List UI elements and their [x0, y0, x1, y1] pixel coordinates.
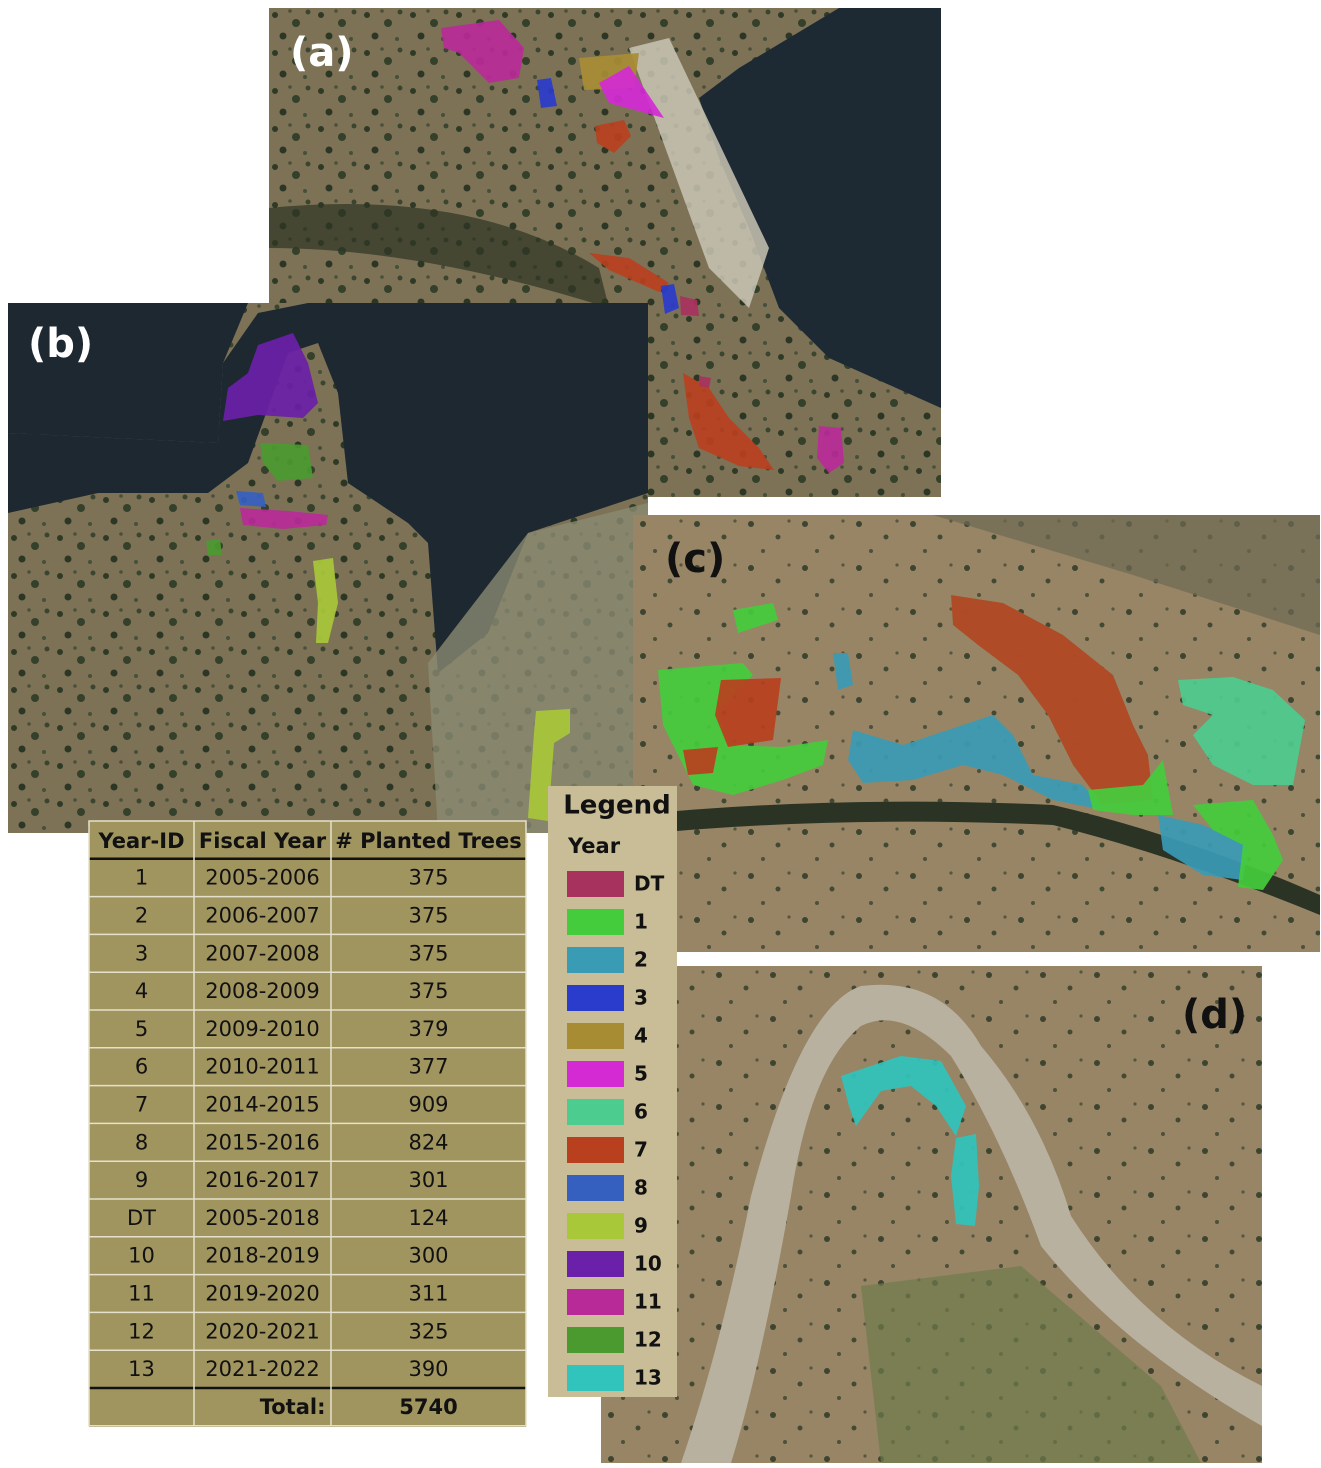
table-cell: 301 — [408, 1168, 448, 1192]
panel-label: (b) — [28, 321, 93, 367]
table-cell: 2006-2007 — [205, 904, 319, 928]
legend-swatch — [567, 871, 624, 897]
legend-swatch — [567, 1099, 624, 1125]
table-cell: 11 — [128, 1282, 155, 1306]
legend-label: 10 — [634, 1252, 662, 1276]
legend-label: 13 — [634, 1366, 662, 1390]
table-cell: 300 — [408, 1244, 448, 1268]
planting-area — [236, 491, 266, 507]
table-cell: 4 — [135, 979, 148, 1003]
legend-swatch — [567, 1251, 624, 1277]
legend-label: 1 — [634, 910, 648, 934]
legend-swatch — [567, 1023, 624, 1049]
planting-area — [699, 376, 711, 388]
table-cell: 2020-2021 — [205, 1319, 319, 1343]
legend-subtitle: Year — [567, 834, 621, 858]
legend-swatch — [567, 1061, 624, 1087]
legend-title: Legend — [563, 791, 671, 821]
table-cell: 10 — [128, 1244, 155, 1268]
legend-label: DT — [634, 872, 665, 896]
legend-label: 6 — [634, 1100, 648, 1124]
table-cell: 2005-2006 — [205, 866, 319, 890]
table-cell: 124 — [408, 1206, 448, 1230]
table-cell: 375 — [408, 866, 448, 890]
table-header: Fiscal Year — [199, 829, 327, 853]
legend-label: 4 — [634, 1024, 648, 1048]
table-cell: 390 — [408, 1357, 448, 1381]
table-cell: 311 — [408, 1282, 448, 1306]
legend-swatch — [567, 909, 624, 935]
table-cell: 2021-2022 — [205, 1357, 319, 1381]
legend-swatch — [567, 985, 624, 1011]
table-cell: 12 — [128, 1319, 155, 1343]
table-cell: 377 — [408, 1055, 448, 1079]
legend-swatch — [567, 1213, 624, 1239]
legend-swatch — [567, 1137, 624, 1163]
table-cell: 2018-2019 — [205, 1244, 319, 1268]
table-cell: 1 — [135, 866, 148, 890]
table-cell: 7 — [135, 1093, 148, 1117]
legend-label: 5 — [634, 1062, 648, 1086]
planting-area — [683, 747, 718, 775]
table-header: Year-ID — [97, 829, 184, 853]
table-cell: 2007-2008 — [205, 941, 319, 965]
table-total-value: 5740 — [399, 1395, 457, 1419]
table-cell: 375 — [408, 979, 448, 1003]
planting-area — [715, 678, 781, 747]
table-cell: 379 — [408, 1017, 448, 1041]
table-cell: 325 — [408, 1319, 448, 1343]
legend-label: 9 — [634, 1214, 648, 1238]
table-header: # Planted Trees — [335, 829, 522, 853]
legend-label: 7 — [634, 1138, 648, 1162]
table-cell: 2009-2010 — [205, 1017, 319, 1041]
table-cell: 13 — [128, 1357, 155, 1381]
legend-label: 3 — [634, 986, 648, 1010]
table-cell: 375 — [408, 941, 448, 965]
map-panel-d: (d) — [601, 966, 1262, 1463]
panel-label: (c) — [665, 536, 725, 582]
legend-label: 12 — [634, 1328, 662, 1352]
table-cell: 3 — [135, 941, 148, 965]
table-total-label: Total: — [260, 1395, 326, 1419]
table-cell: 8 — [135, 1130, 148, 1154]
map-panel-b: (b) — [8, 303, 648, 833]
planting-area — [206, 539, 222, 555]
table-cell: 2016-2017 — [205, 1168, 319, 1192]
figure: (a) (b) (c) — [0, 0, 1321, 1463]
legend-label: 8 — [634, 1176, 648, 1200]
legend-swatch — [567, 1327, 624, 1353]
table-cell: 2 — [135, 904, 148, 928]
legend-swatch — [567, 1365, 624, 1391]
table: Year-ID Fiscal Year # Planted Trees 1 2005-2… — [89, 821, 526, 1427]
table-cell: 2014-2015 — [205, 1093, 319, 1117]
table-cell: 909 — [408, 1093, 448, 1117]
table-cell: 2008-2009 — [205, 979, 319, 1003]
map-panel-c: (c) — [633, 515, 1320, 952]
panel-label: (a) — [290, 30, 354, 76]
table-cell: 2019-2020 — [205, 1282, 319, 1306]
table-cell: 6 — [135, 1055, 148, 1079]
legend-label: 11 — [634, 1290, 662, 1314]
table-cell: 824 — [408, 1130, 448, 1154]
table-cell: 2015-2016 — [205, 1130, 319, 1154]
table-cell: 5 — [135, 1017, 148, 1041]
table-cell: 2005-2018 — [205, 1206, 319, 1230]
planting-area — [951, 1134, 979, 1226]
panel-label: (d) — [1182, 992, 1247, 1038]
legend-swatch — [567, 1289, 624, 1315]
legend-swatch — [567, 947, 624, 973]
legend-swatch — [567, 1175, 624, 1201]
table-cell: 2010-2011 — [205, 1055, 319, 1079]
table-cell: DT — [127, 1206, 156, 1230]
table-cell: 9 — [135, 1168, 148, 1192]
table-cell: 375 — [408, 904, 448, 928]
legend-label: 2 — [634, 948, 648, 972]
